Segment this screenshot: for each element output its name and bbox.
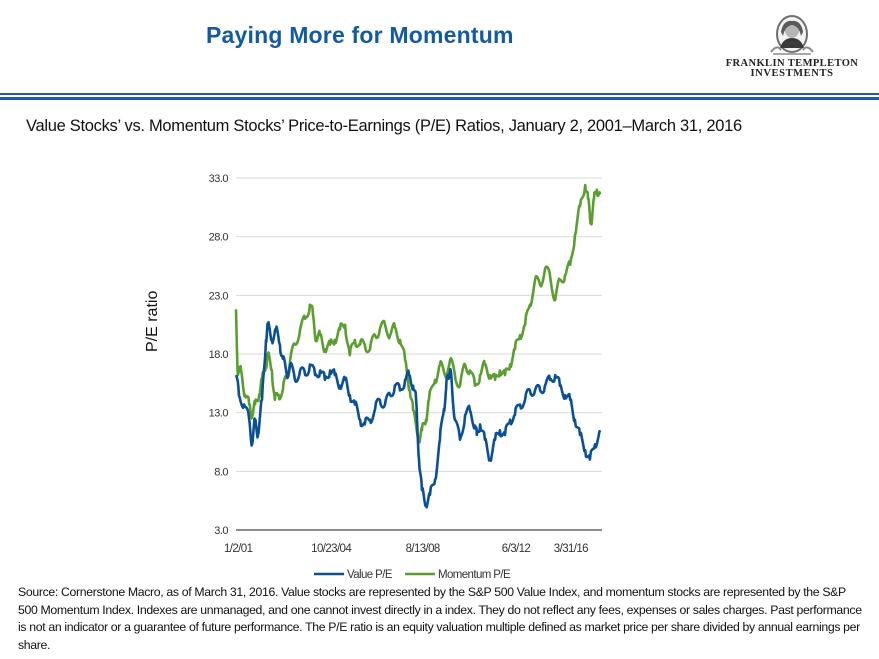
- header-divider-thick: [0, 97, 879, 100]
- series-lines: [234, 183, 602, 509]
- pe-ratio-chart: 3.0 8.0 13.0 18.0 23.0 28.0 33.0 1/2/01 10/23/0…: [209, 173, 602, 580]
- y-tick-label: 23.0: [209, 290, 229, 302]
- y-axis-ticks: 3.0 8.0 13.0 18.0 23.0 28.0 33.0: [209, 173, 229, 537]
- legend: Value P/E Momentum P/E: [314, 569, 512, 580]
- source-footnote: Source: Cornerstone Macro, as of March 3…: [18, 585, 862, 652]
- x-tick-label: 8/13/08: [406, 543, 440, 555]
- x-tick-label: 1/2/01: [224, 543, 253, 555]
- legend-label: Value P/E: [347, 569, 393, 580]
- company-logo: FRANKLIN TEMPLETON INVESTMENTS: [722, 14, 862, 82]
- y-tick-label: 13.0: [209, 408, 229, 420]
- x-tick-label: 3/31/16: [554, 543, 588, 555]
- chart-title: Value Stocks’ vs. Momentum Stocks’ Price…: [26, 117, 742, 135]
- y-tick-label: 28.0: [209, 232, 229, 244]
- x-axis-ticks: 1/2/01 10/23/04 8/13/08 6/3/12 3/31/16: [224, 543, 589, 555]
- logo-text-line2: INVESTMENTS: [750, 68, 834, 79]
- header-divider-thin: [0, 93, 879, 95]
- value-pe-line: [234, 321, 602, 509]
- y-tick-label: 3.0: [214, 525, 228, 537]
- legend-label: Momentum P/E: [438, 569, 511, 580]
- y-tick-label: 8.0: [214, 466, 228, 478]
- y-tick-label: 18.0: [209, 349, 229, 361]
- benjamin-franklin-portrait-icon: [770, 15, 814, 55]
- x-tick-label: 6/3/12: [502, 543, 531, 555]
- x-tick-label: 10/23/04: [311, 543, 352, 555]
- momentum-pe-line: [234, 183, 602, 444]
- page-title: Paying More for Momentum: [206, 22, 514, 48]
- y-tick-label: 33.0: [209, 173, 229, 185]
- logo-text-line1: FRANKLIN TEMPLETON: [725, 58, 859, 69]
